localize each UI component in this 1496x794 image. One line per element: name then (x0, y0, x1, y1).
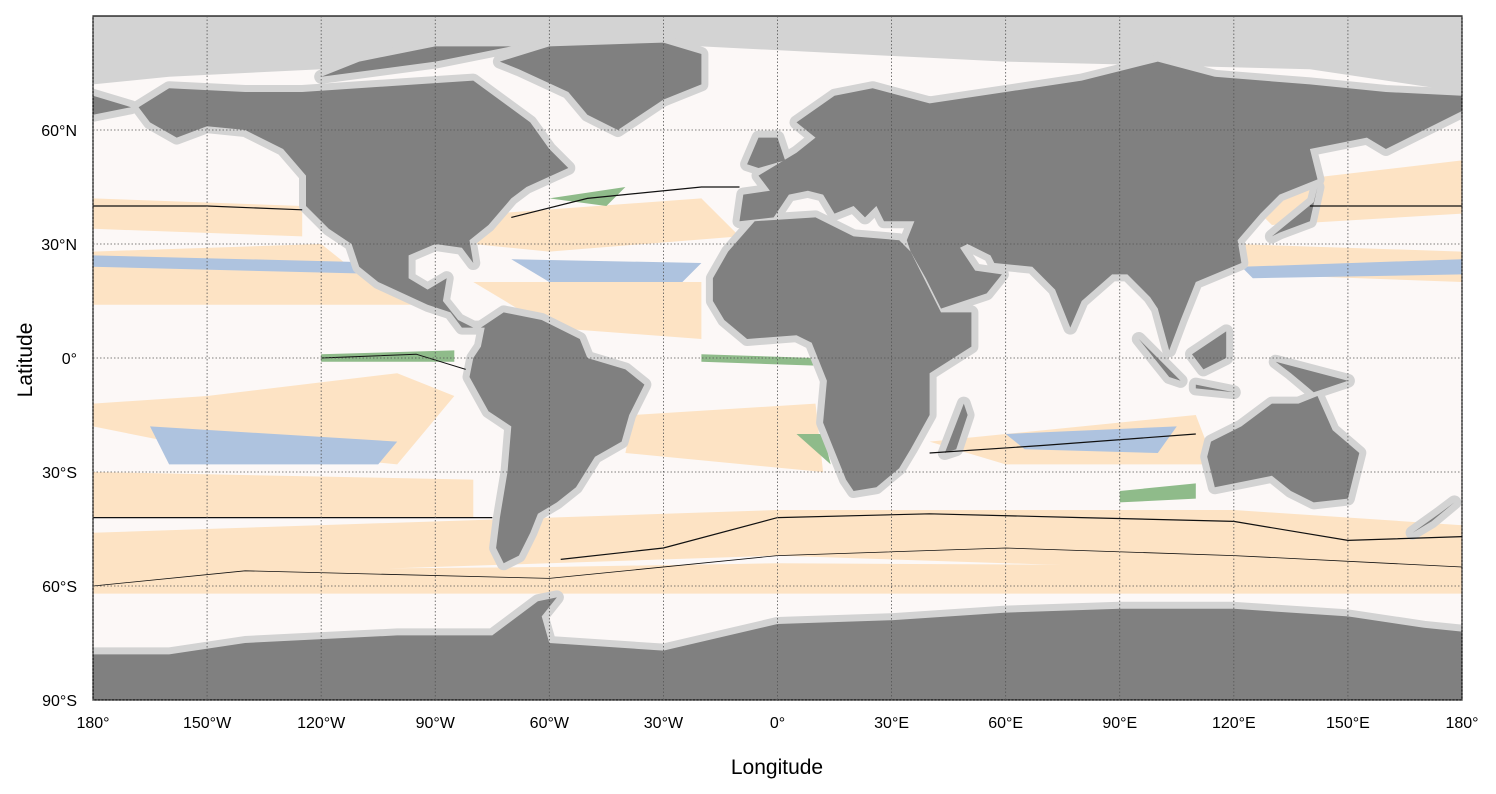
zone (511, 259, 702, 282)
x-tick-label: 30°E (874, 715, 909, 732)
zone (93, 472, 474, 518)
zone (150, 426, 398, 465)
x-tick-label: 90°E (1102, 715, 1137, 732)
zone (321, 350, 455, 362)
zone (473, 282, 702, 339)
zone (1119, 483, 1196, 503)
zone (701, 354, 816, 366)
zone (93, 255, 398, 275)
x-tick-label: 120°W (297, 715, 346, 732)
x-tick-label: 30°W (644, 715, 684, 732)
landmass (747, 137, 786, 168)
landmass (1192, 331, 1227, 370)
zone (1241, 259, 1462, 279)
y-tick-label: 90°S (42, 693, 77, 710)
landmass (1138, 339, 1181, 381)
y-tick-label: 60°S (42, 579, 77, 596)
y-tick-label: 60°N (41, 123, 77, 140)
zone (796, 434, 831, 465)
landmass (138, 80, 569, 328)
y-tick-label: 30°N (41, 237, 77, 254)
landmass (321, 46, 512, 77)
zone (1233, 160, 1462, 225)
front-line (511, 186, 740, 218)
x-tick-label: 120°E (1212, 715, 1256, 732)
zone (473, 198, 740, 252)
landmass (739, 61, 1462, 351)
zone (1005, 426, 1177, 453)
landmass (499, 42, 702, 130)
zone (93, 472, 101, 510)
landmass (1271, 187, 1318, 237)
zone (549, 187, 626, 206)
front-line (321, 353, 466, 370)
x-tick-label: 60°W (530, 715, 570, 732)
x-tick-label: 90°W (416, 715, 456, 732)
y-tick-label: 0° (62, 351, 77, 368)
y-tick-label: 30°S (42, 465, 77, 482)
landmass (944, 403, 968, 453)
zone (625, 403, 824, 472)
x-tick-label: 150°E (1326, 715, 1370, 732)
x-tick-label: 150°W (183, 715, 232, 732)
landmass (469, 312, 645, 564)
x-tick-label: 0° (770, 715, 785, 732)
landmass (1275, 361, 1348, 393)
x-tick-label: 180° (1445, 715, 1478, 732)
x-tick-label: 180° (76, 715, 109, 732)
front-line (560, 513, 1462, 560)
y-axis-title: Latitude (14, 323, 37, 398)
landmass (1207, 396, 1360, 503)
x-tick-label: 60°E (988, 715, 1023, 732)
front-line (929, 433, 1196, 454)
x-axis-title: Longitude (731, 756, 823, 779)
landmass (1195, 384, 1234, 393)
landmass (93, 95, 131, 115)
